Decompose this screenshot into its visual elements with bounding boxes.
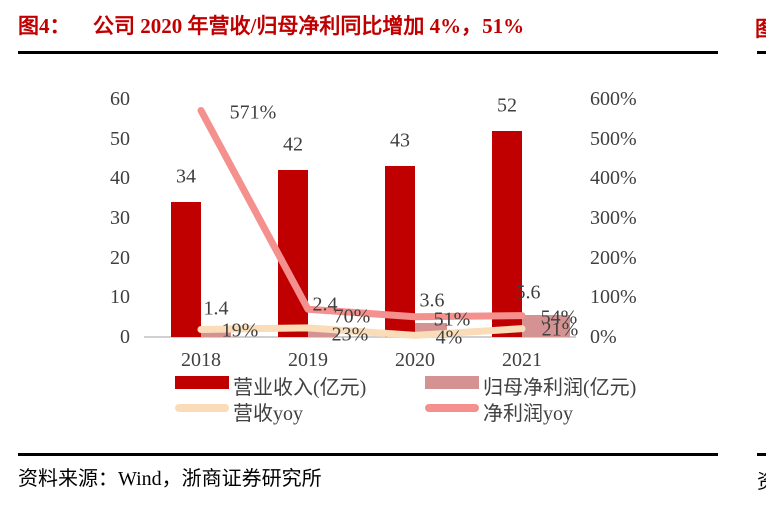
line-revenue-yoy — [197, 324, 526, 339]
data-label-profit-yoy: 51% — [433, 308, 471, 331]
chart-area: 60 50 40 30 20 10 0 600% 500% 400% 300% 200% 100% 0% 2… — [110, 88, 637, 371]
left-axis-tick: 50 — [110, 127, 130, 150]
data-label-revenue: 52 — [497, 94, 517, 117]
data-label-net-profit: 1.4 — [203, 297, 229, 320]
bar-revenue-2021 — [492, 130, 522, 337]
line-profit-yoy — [197, 107, 526, 321]
legend-swatch-revenue-bar — [175, 376, 229, 389]
data-label-revenue: 34 — [176, 165, 196, 188]
right-axis-tick: 400% — [590, 167, 637, 190]
figure-number: 图4： — [18, 14, 71, 38]
left-axis-tick: 0 — [120, 326, 130, 348]
data-label-revenue: 42 — [283, 133, 303, 156]
legend-swatch-profit-yoy-line — [425, 404, 479, 412]
data-label-revenue-yoy: 21% — [541, 318, 579, 341]
data-label-net-profit: 2.4 — [312, 293, 338, 316]
left-axis-tick: 10 — [110, 286, 130, 309]
legend-label-profit-yoy: 净利润yoy — [483, 403, 573, 425]
adjacent-figure-title-fragment: 图 — [755, 17, 766, 41]
x-axis-category-label: 2018 — [181, 349, 221, 371]
bar-revenue-2019 — [278, 170, 308, 337]
header-divider — [18, 51, 718, 54]
right-axis-tick: 500% — [590, 127, 637, 150]
legend-label-net-profit: 归母净利润(亿元) — [483, 377, 637, 399]
right-axis-tick: 300% — [590, 207, 637, 229]
line-series-layer — [197, 107, 526, 339]
right-axis-tick: 200% — [590, 246, 637, 269]
bar-net-profit-2018 — [201, 331, 231, 337]
left-axis-tick: 60 — [110, 88, 130, 110]
right-axis-tick: 600% — [590, 88, 637, 110]
data-label-net-profit: 5.6 — [515, 281, 541, 304]
adjacent-footer-divider-fragment — [757, 453, 766, 456]
right-axis-tick: 0% — [590, 326, 617, 348]
source-note: 资料来源：Wind，浙商证券研究所 — [18, 468, 322, 490]
left-axis-tick: 40 — [110, 167, 130, 190]
legend-swatch-revenue-yoy-line — [175, 404, 229, 412]
right-axis-tick: 100% — [590, 286, 637, 309]
legend-label-revenue-yoy: 营收yoy — [233, 403, 303, 425]
footer-divider — [18, 453, 718, 456]
data-label-revenue-yoy: 19% — [221, 319, 259, 342]
left-axis-tick: 20 — [110, 246, 130, 269]
x-axis-line — [144, 336, 576, 338]
x-axis-category-label: 2021 — [502, 349, 542, 371]
data-label-revenue-yoy: 4% — [435, 326, 463, 349]
data-label-revenue: 43 — [390, 129, 410, 152]
bar-revenue-2018 — [171, 202, 201, 337]
data-label-profit-yoy: 70% — [333, 305, 371, 328]
legend-label-revenue: 营业收入(亿元) — [233, 377, 367, 399]
x-axis-category-label: 2020 — [395, 349, 435, 371]
data-label-profit-yoy: 54% — [540, 306, 578, 329]
figure-header: 图4： 公司 2020 年营收/归母净利同比增加 4%，51% — [18, 10, 718, 40]
data-label-net-profit: 3.6 — [419, 289, 445, 312]
data-label-profit-yoy: 571% — [229, 101, 277, 123]
legend-swatch-net-profit-bar — [425, 376, 479, 389]
adjacent-source-fragment: 资 — [757, 465, 766, 494]
adjacent-header-divider-fragment — [757, 51, 766, 54]
bar-revenue-2020 — [385, 166, 415, 337]
bar-net-profit-2021 — [522, 314, 570, 337]
left-axis-tick: 30 — [110, 207, 130, 229]
figure-title: 公司 2020 年营收/归母净利同比增加 4%，51% — [93, 14, 525, 38]
x-axis-category-label: 2019 — [288, 349, 328, 371]
data-label-revenue-yoy: 23% — [331, 323, 369, 346]
